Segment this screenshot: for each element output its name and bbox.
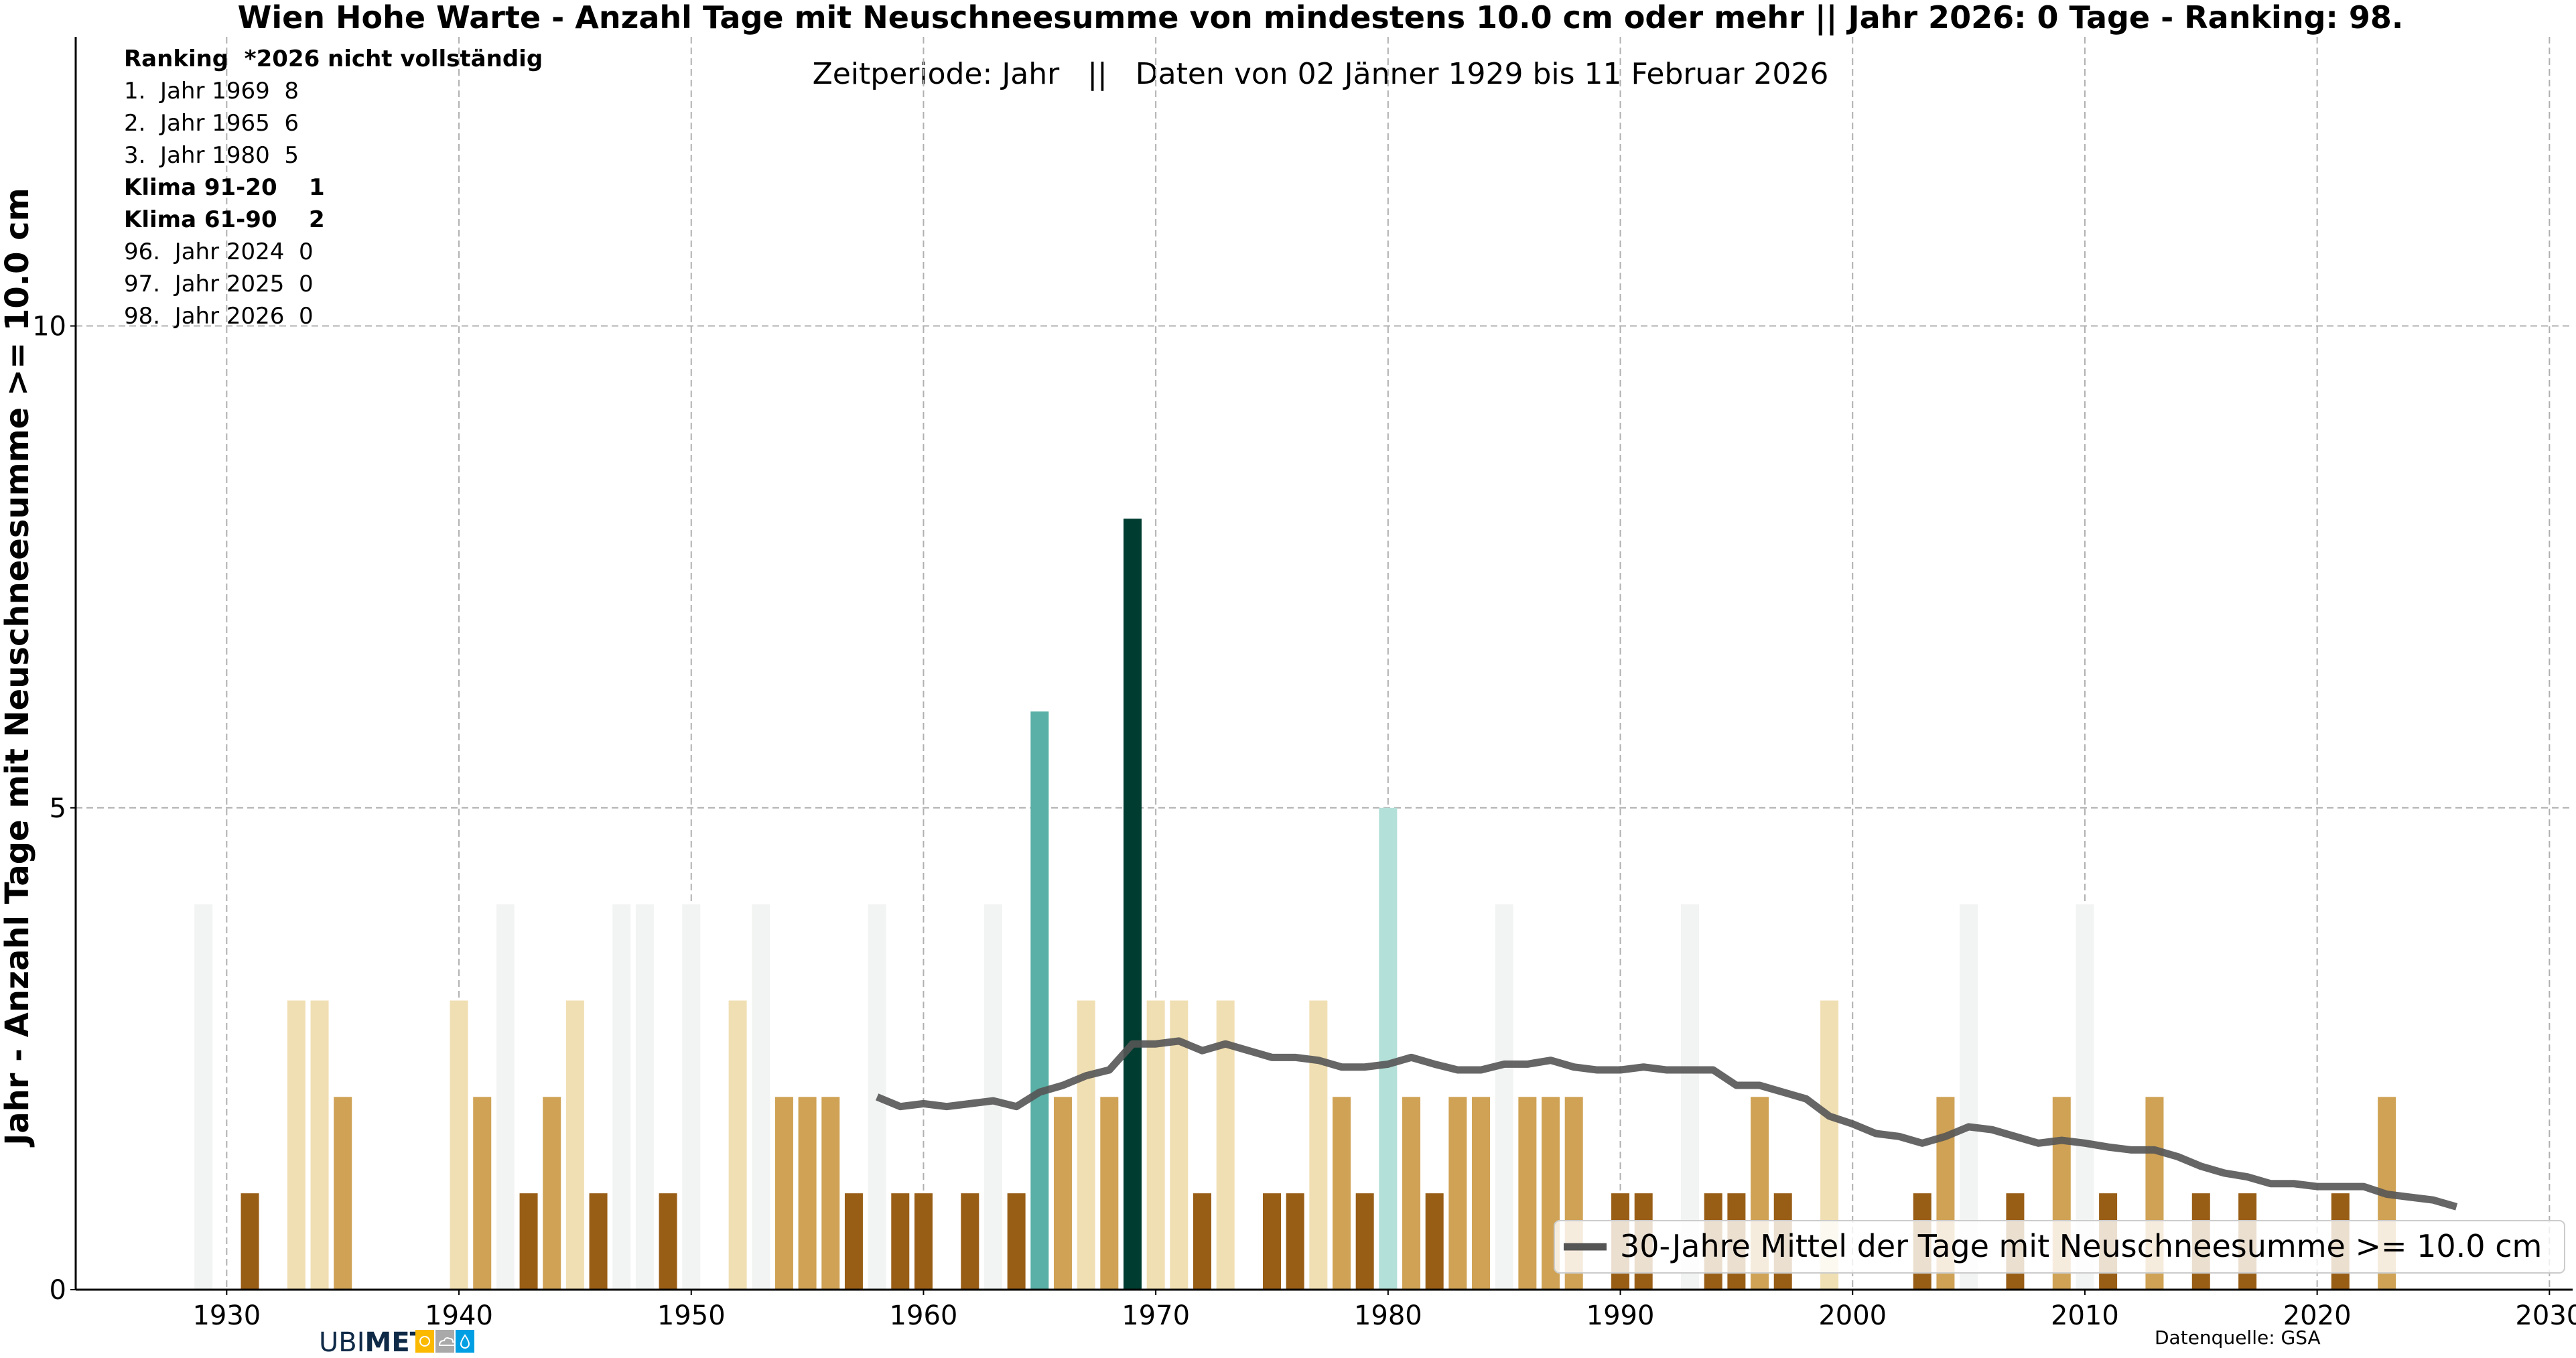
bar-1942 (496, 904, 515, 1290)
bar-1946 (589, 1193, 608, 1290)
cloud-icon (438, 1337, 456, 1346)
bar-1952 (728, 1000, 747, 1290)
bar-1935 (334, 1097, 352, 1290)
mean-line (875, 1037, 2458, 1211)
bar-1964 (1007, 1193, 1026, 1290)
sun-icon (419, 1336, 430, 1347)
bar-1970 (1146, 1000, 1165, 1290)
ranking-line: 97. Jahr 2025 0 (124, 271, 314, 297)
bar-1941 (473, 1097, 492, 1290)
bar-1972 (1193, 1193, 1211, 1290)
x-tick-label: 2030 (2515, 1300, 2576, 1331)
bar-1985 (1495, 904, 1513, 1290)
logo-drop-tile (456, 1330, 474, 1353)
x-ticks: 1930 1940 1950 1960 1970 1980 1990 2000 2010 2020… (192, 1290, 2576, 1331)
y-ticks: 0 5 10 (32, 312, 76, 1306)
data-source: Datenquelle: GSA (2155, 1327, 2321, 1349)
bars-group (194, 519, 2396, 1290)
bar-1931 (241, 1193, 259, 1290)
bar-1976 (1286, 1193, 1304, 1290)
ranking-line: 3. Jahr 1980 5 (124, 142, 299, 169)
bar-1971 (1170, 1000, 1189, 1290)
legend-frame (1554, 1220, 2565, 1274)
logo-text-light: UBI (319, 1327, 365, 1358)
bar-1982 (1425, 1193, 1444, 1290)
ranking-box: Ranking *2026 nicht vollständig 1. Jahr … (124, 46, 543, 330)
bar-1950 (682, 904, 701, 1290)
bar-1984 (1472, 1097, 1491, 1290)
drop-icon (460, 1334, 470, 1349)
x-tick-label: 2010 (2051, 1300, 2119, 1331)
bar-1948 (635, 904, 654, 1290)
bar-1960 (914, 1193, 933, 1290)
chart-subtitle: Zeitperiode: Jahr || Daten von 02 Jänner… (813, 57, 1829, 91)
ranking-line: Klima 91-20 1 (124, 174, 325, 201)
bar-1975 (1262, 1193, 1281, 1290)
bar-1967 (1077, 1000, 1095, 1290)
bar-1953 (752, 904, 770, 1290)
bar-1963 (984, 904, 1002, 1290)
svg-text:UBIMET: UBIMET (319, 1327, 429, 1358)
bar-1954 (774, 1097, 793, 1290)
bar-1933 (287, 1000, 306, 1290)
x-tick-label: 1980 (1354, 1300, 1422, 1331)
mean-line-group (875, 1037, 2458, 1211)
bar-1968 (1100, 1097, 1119, 1290)
legend-label: 30-Jahre Mittel der Tage mit Neuschneesu… (1620, 1228, 2542, 1264)
bar-1980 (1379, 807, 1398, 1290)
bar-1962 (961, 1193, 979, 1290)
bar-1947 (612, 904, 631, 1290)
bar-1955 (798, 1097, 817, 1290)
chart-title: Wien Hohe Warte - Anzahl Tage mit Neusch… (238, 0, 2404, 36)
bar-1981 (1402, 1097, 1421, 1290)
bar-1934 (310, 1000, 329, 1290)
bar-1949 (659, 1193, 677, 1290)
legend: 30-Jahre Mittel der Tage mit Neuschneesu… (1554, 1220, 2565, 1274)
x-tick-label: 1970 (1122, 1300, 1190, 1331)
ubimet-logo: UBIMET (319, 1327, 474, 1358)
bar-1956 (821, 1097, 840, 1290)
bar-1966 (1053, 1097, 1072, 1290)
ranking-header: Ranking *2026 nicht vollständig (124, 46, 543, 72)
bar-1940 (450, 1000, 468, 1290)
y-axis-label: Jahr - Anzahl Tage mit Neuschneesumme >=… (0, 188, 36, 1147)
y-tick-label: 10 (32, 312, 66, 342)
x-tick-label: 1940 (425, 1300, 493, 1331)
ranking-line: 1. Jahr 1969 8 (124, 78, 299, 105)
bar-1965 (1030, 711, 1049, 1290)
ranking-line: 98. Jahr 2026 0 (124, 303, 314, 330)
bar-1945 (565, 1000, 584, 1290)
y-tick-label: 5 (50, 793, 66, 824)
x-tick-label: 1990 (1586, 1300, 1655, 1331)
x-tick-label: 2000 (1818, 1300, 1887, 1331)
bar-1977 (1309, 1000, 1328, 1290)
x-tick-label: 1950 (657, 1300, 726, 1331)
bar-1959 (891, 1193, 910, 1290)
bar-1978 (1333, 1097, 1351, 1290)
bar-1957 (844, 1193, 863, 1290)
logo-cloud-tile (435, 1330, 454, 1353)
x-tick-label: 1930 (192, 1300, 261, 1331)
bar-1986 (1518, 1097, 1537, 1290)
ranking-line: Klima 61-90 2 (124, 206, 325, 233)
bar-1944 (543, 1097, 561, 1290)
bar-1979 (1355, 1193, 1374, 1290)
ranking-line: 2. Jahr 1965 6 (124, 110, 299, 137)
y-tick-label: 0 (50, 1275, 66, 1306)
logo-sun-tile (415, 1330, 434, 1353)
bar-1943 (519, 1193, 538, 1290)
bar-1969 (1123, 519, 1142, 1290)
x-tick-label: 1960 (890, 1300, 958, 1331)
x-tick-label: 2020 (2283, 1300, 2352, 1331)
bar-1983 (1448, 1097, 1467, 1290)
ranking-line: 96. Jahr 2024 0 (124, 239, 314, 265)
bar-1929 (194, 904, 213, 1290)
